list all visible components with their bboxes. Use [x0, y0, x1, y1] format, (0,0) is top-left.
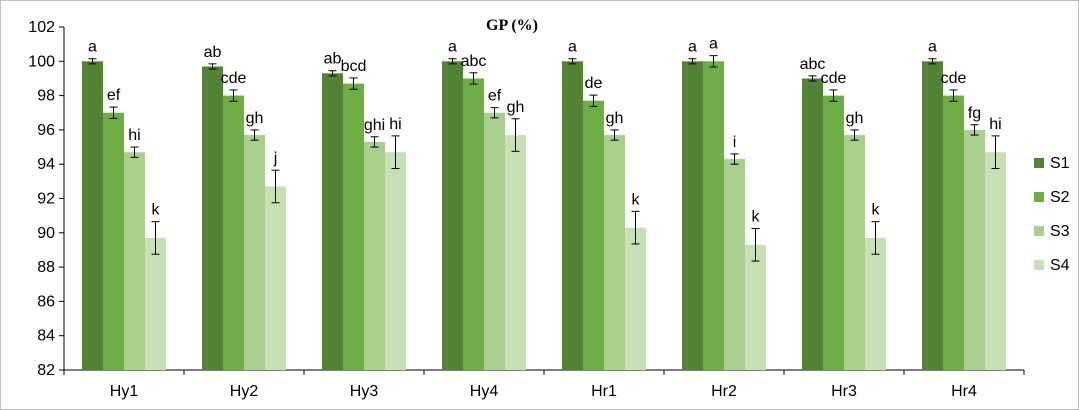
- significance-label: a: [568, 39, 577, 56]
- significance-label: gh: [606, 110, 624, 127]
- bar-s1: [802, 78, 823, 370]
- bar-s2: [103, 112, 124, 370]
- significance-label: cde: [941, 70, 967, 87]
- significance-label: abc: [800, 56, 826, 73]
- bar-s2: [703, 61, 724, 371]
- y-tick-label: 90: [37, 225, 55, 242]
- chart-title: GP (%): [486, 17, 538, 34]
- bar-s2: [463, 78, 484, 370]
- bar-s3: [844, 135, 865, 370]
- bar-s2: [823, 95, 844, 370]
- bar-s1: [202, 66, 223, 370]
- significance-label: ab: [204, 44, 222, 61]
- significance-label: bcd: [341, 58, 367, 75]
- bar-s3: [124, 152, 145, 370]
- significance-label: gh: [507, 99, 525, 116]
- bar-s1: [442, 61, 463, 371]
- bar-s3: [484, 112, 505, 370]
- y-tick-label: 96: [37, 122, 55, 139]
- significance-label: ef: [107, 87, 121, 104]
- significance-label: gh: [246, 110, 264, 127]
- significance-label: ab: [324, 51, 342, 68]
- y-tick-label: 88: [37, 259, 55, 276]
- bar-s2: [223, 95, 244, 370]
- bar-s1: [922, 61, 943, 371]
- y-tick-label: 82: [37, 362, 55, 379]
- bar-s4: [385, 152, 406, 370]
- bar-s1: [322, 73, 343, 371]
- significance-label: hi: [128, 127, 140, 144]
- bar-s4: [745, 244, 766, 370]
- significance-label: k: [152, 202, 161, 219]
- y-tick-label: 100: [28, 53, 55, 70]
- bar-s2: [583, 100, 604, 371]
- bar-s3: [964, 129, 985, 370]
- y-tick-label: 86: [37, 293, 55, 310]
- x-tick-label: Hy2: [230, 383, 259, 400]
- bar-s3: [364, 141, 385, 370]
- bar-s4: [505, 135, 526, 370]
- significance-label: a: [448, 39, 457, 56]
- x-tick-label: Hr4: [951, 383, 977, 400]
- bar-s1: [82, 61, 103, 371]
- significance-label: abc: [461, 53, 487, 70]
- x-tick-label: Hr3: [831, 383, 857, 400]
- legend: S1 S2 S3 S4: [1034, 155, 1070, 274]
- legend-swatch-s1: [1034, 158, 1044, 168]
- significance-label: ghi: [364, 117, 385, 134]
- significance-label: hi: [389, 116, 401, 133]
- significance-label: k: [872, 202, 881, 219]
- significance-label: cde: [821, 70, 847, 87]
- y-tick-label: 102: [28, 19, 55, 36]
- y-tick-label: 94: [37, 156, 55, 173]
- significance-label: de: [585, 75, 603, 92]
- significance-label: a: [709, 36, 718, 53]
- significance-label: hi: [989, 116, 1001, 133]
- significance-label: fg: [968, 105, 981, 122]
- legend-swatch-s3: [1034, 226, 1044, 236]
- bar-s3: [244, 135, 265, 370]
- significance-label: i: [733, 134, 737, 151]
- bar-s2: [943, 95, 964, 370]
- bar-s2: [343, 83, 364, 370]
- y-tick-label: 98: [37, 88, 55, 105]
- bar-s3: [604, 135, 625, 370]
- significance-label: gh: [846, 110, 864, 127]
- legend-label-s2: S2: [1050, 189, 1070, 206]
- bar-s4: [265, 186, 286, 370]
- significance-label: ef: [488, 88, 502, 105]
- bar-s4: [985, 152, 1006, 370]
- legend-label-s4: S4: [1050, 257, 1070, 274]
- bar-s4: [865, 237, 886, 370]
- bar-s1: [682, 61, 703, 371]
- significance-label: a: [928, 39, 937, 56]
- x-tick-label: Hr2: [711, 383, 737, 400]
- legend-swatch-s2: [1034, 192, 1044, 202]
- x-tick-label: Hy1: [110, 383, 139, 400]
- significance-label: j: [273, 150, 278, 167]
- x-tick-label: Hy3: [350, 383, 379, 400]
- x-tick-label: Hy4: [470, 383, 499, 400]
- significance-label: a: [688, 39, 697, 56]
- x-tick-label: Hr1: [591, 383, 617, 400]
- bar-s1: [562, 61, 583, 371]
- significance-label: cde: [221, 70, 247, 87]
- legend-label-s3: S3: [1050, 223, 1070, 240]
- significance-label: k: [632, 191, 641, 208]
- bar-s4: [145, 237, 166, 370]
- y-tick-label: 92: [37, 191, 55, 208]
- bar-s3: [724, 159, 745, 370]
- legend-swatch-s4: [1034, 260, 1044, 270]
- legend-label-s1: S1: [1050, 155, 1070, 172]
- bar-s4: [625, 227, 646, 370]
- y-tick-label: 84: [37, 328, 55, 345]
- significance-label: a: [88, 39, 97, 56]
- significance-label: k: [752, 209, 761, 226]
